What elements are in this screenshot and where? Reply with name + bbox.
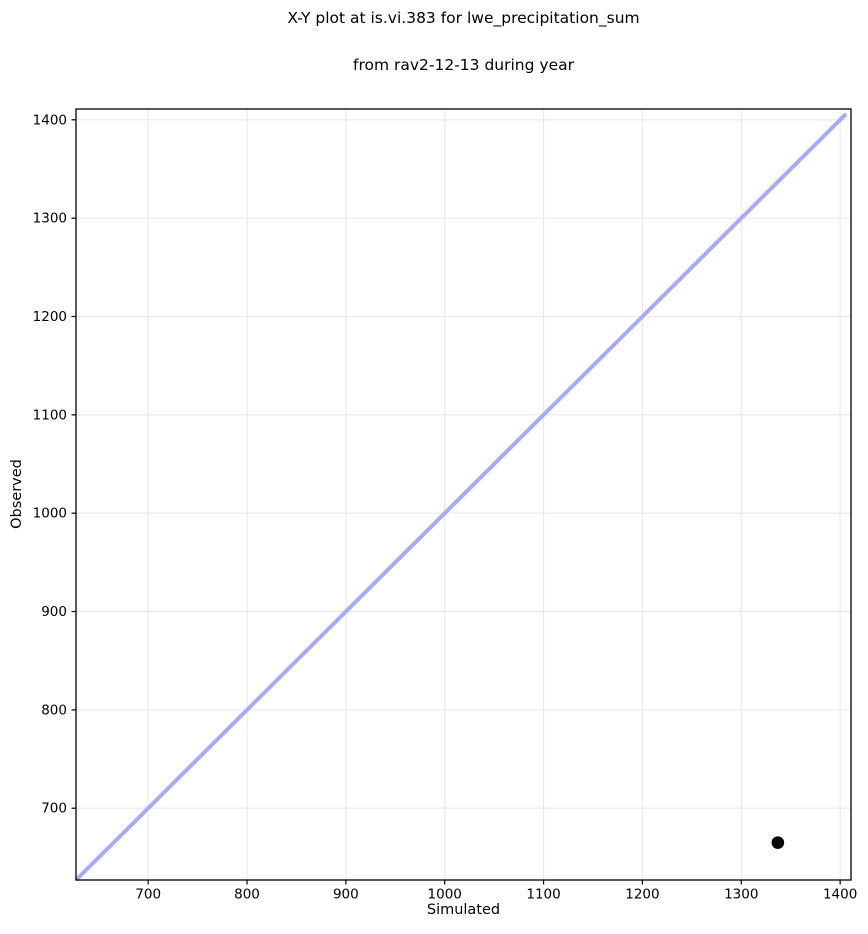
y-axis-label: Observed (9, 459, 25, 529)
identity-line (74, 112, 848, 882)
chart-title-line2: from rav2-12-13 during year (353, 56, 574, 74)
y-tick-label: 1200 (33, 309, 67, 325)
y-tick-label: 800 (41, 702, 67, 718)
plot-border (75, 108, 852, 881)
chart-title: X-Y plot at is.vi.383 for lwe_precipitat… (76, 7, 851, 78)
x-axis-label: Simulated (426, 902, 501, 918)
y-tick-label: 900 (41, 604, 67, 620)
y-tick-label: 1300 (33, 211, 67, 227)
y-tick-label: 1100 (33, 407, 67, 423)
data-point (771, 836, 785, 849)
chart-title-line1: X-Y plot at is.vi.383 for lwe_precipitat… (287, 9, 640, 27)
x-tick-label: 700 (135, 887, 161, 903)
x-tick-label: 1000 (428, 887, 462, 903)
y-tick-label: 1400 (33, 112, 67, 128)
x-tick-label: 1200 (625, 887, 659, 903)
y-tick-label: 1000 (33, 506, 67, 522)
x-tick-label: 1100 (526, 887, 560, 903)
x-tick-label: 900 (333, 887, 359, 903)
x-tick-label: 1400 (823, 887, 857, 903)
x-tick-label: 800 (234, 887, 260, 903)
y-tick-label: 700 (41, 801, 67, 817)
x-tick-label: 1300 (724, 887, 758, 903)
